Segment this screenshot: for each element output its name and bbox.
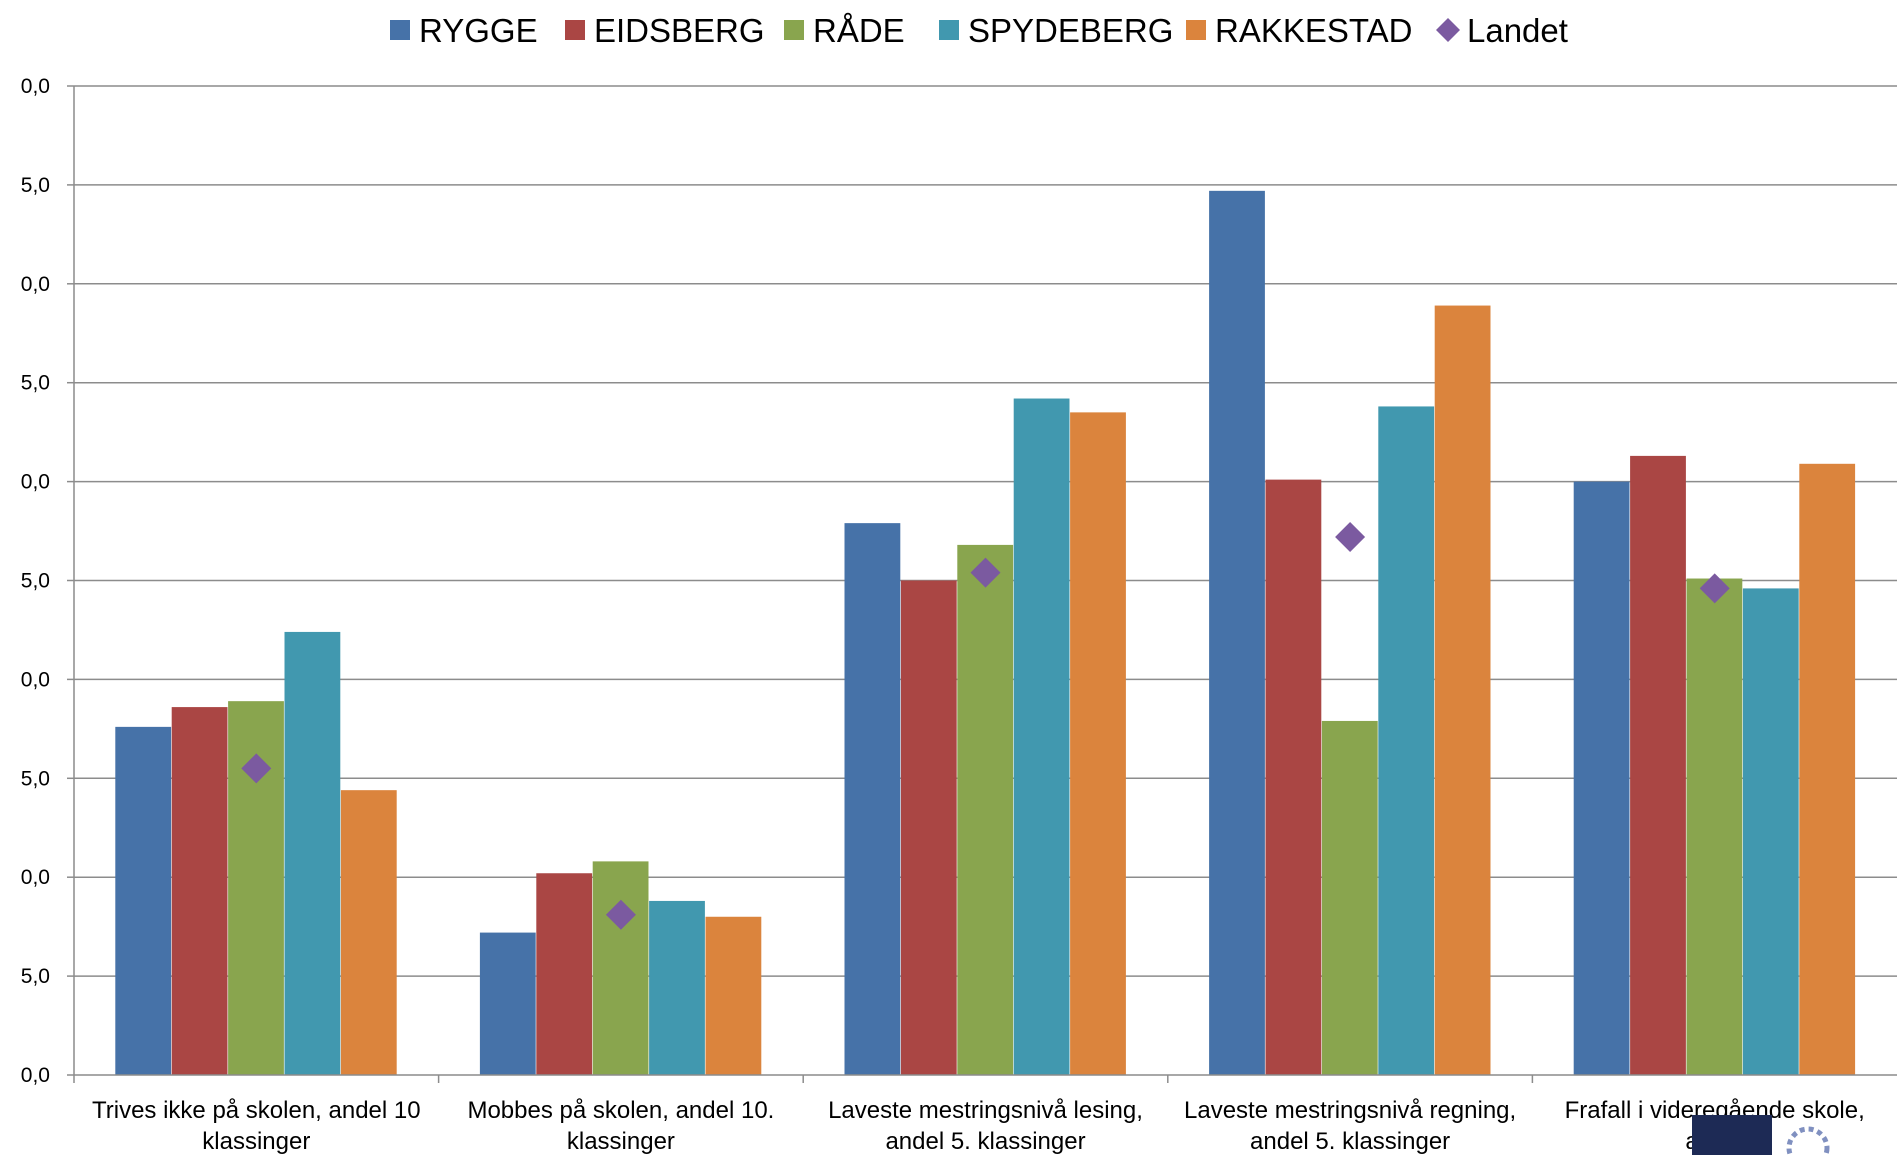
legend-label: EIDSBERG bbox=[594, 12, 765, 49]
bar-spydeberg bbox=[284, 631, 341, 1075]
bar-råde bbox=[1686, 578, 1743, 1075]
logo-dark-block bbox=[1692, 1115, 1772, 1155]
category-label: Laveste mestringsnivå lesing, andel 5. kl… bbox=[828, 1097, 1143, 1155]
landet-marker bbox=[605, 899, 636, 930]
y-tick-label: 5,0 bbox=[21, 174, 50, 197]
legend-label: RAKKESTAD bbox=[1215, 12, 1412, 49]
bar-rygge bbox=[1573, 481, 1630, 1076]
y-tick-label: 5,0 bbox=[21, 372, 50, 395]
category-label: Trives ikke på skolen, andel 10 klassinge… bbox=[92, 1097, 421, 1155]
bar-spydeberg bbox=[1013, 398, 1070, 1075]
landet-marker bbox=[1335, 521, 1366, 552]
bar-spydeberg bbox=[649, 900, 705, 1075]
legend-swatch-landet bbox=[1436, 18, 1460, 42]
logo-emblem-icon bbox=[1786, 1126, 1830, 1155]
legend-swatch-rakkestad bbox=[1186, 20, 1206, 40]
bars bbox=[115, 190, 1856, 1076]
y-tick-label: 0,0 bbox=[21, 866, 50, 889]
legend-label: RYGGE bbox=[419, 12, 538, 49]
bar-rygge bbox=[115, 726, 172, 1075]
bar-eidsberg bbox=[1265, 479, 1322, 1075]
bar-råde bbox=[957, 544, 1014, 1075]
legend-swatch-råde bbox=[784, 20, 804, 40]
bar-eidsberg bbox=[171, 707, 228, 1075]
legend-swatch-eidsberg bbox=[565, 20, 585, 40]
legend-label: SPYDEBERG bbox=[968, 12, 1173, 49]
bar-rakkestad bbox=[340, 790, 397, 1075]
legend-label: Landet bbox=[1467, 12, 1568, 49]
y-tick-label: 0,0 bbox=[21, 668, 50, 691]
y-tick-label: 0,0 bbox=[21, 471, 50, 494]
bar-rakkestad bbox=[1434, 305, 1491, 1076]
y-tick-label: 0,0 bbox=[21, 75, 50, 98]
logo bbox=[1692, 1115, 1830, 1155]
legend-swatch-spydeberg bbox=[939, 20, 959, 40]
bar-spydeberg bbox=[1742, 588, 1799, 1075]
y-tick-label: 0,0 bbox=[21, 1064, 50, 1087]
bar-eidsberg bbox=[900, 580, 957, 1075]
y-tick-label: 5,0 bbox=[21, 767, 50, 790]
bar-eidsberg bbox=[1630, 455, 1686, 1075]
axes bbox=[67, 85, 1897, 1083]
bar-råde bbox=[592, 861, 649, 1075]
bar-rakkestad bbox=[705, 916, 762, 1075]
bar-spydeberg bbox=[1378, 406, 1435, 1075]
legend-swatch-rygge bbox=[390, 20, 410, 40]
landet-marker bbox=[1699, 573, 1730, 604]
bar-rakkestad bbox=[1799, 463, 1856, 1076]
y-tick-label: 5,0 bbox=[21, 965, 50, 988]
bar-rygge bbox=[479, 932, 536, 1075]
landet-marker bbox=[241, 753, 272, 784]
category-label: Laveste mestringsnivå regning, andel 5. k… bbox=[1184, 1097, 1516, 1155]
y-tick-label: 0,0 bbox=[21, 273, 50, 296]
bar-råde bbox=[1321, 720, 1378, 1075]
landet-marker bbox=[970, 557, 1001, 588]
legend-label: RÅDE bbox=[813, 12, 905, 49]
legend: RYGGE EIDSBERG RÅDE SPYDEBERG RAKKESTAD Lande… bbox=[390, 12, 1568, 49]
bar-rakkestad bbox=[1070, 412, 1126, 1075]
bar-eidsberg bbox=[536, 873, 593, 1075]
y-axis-tick-labels: 0,0 5,0 0,0 5,0 0,0 5,0 0,0 5,0 0,0 5,0 0,0 bbox=[21, 75, 50, 1087]
bar-rygge bbox=[1209, 190, 1265, 1076]
category-label: Mobbes på skolen, andel 10. klassinger bbox=[467, 1097, 774, 1155]
landet-markers bbox=[241, 521, 1730, 930]
y-tick-label: 5,0 bbox=[21, 570, 50, 593]
bar-rygge bbox=[844, 523, 901, 1075]
category-labels: Trives ikke på skolen, andel 10 klassinge… bbox=[92, 1097, 1865, 1155]
